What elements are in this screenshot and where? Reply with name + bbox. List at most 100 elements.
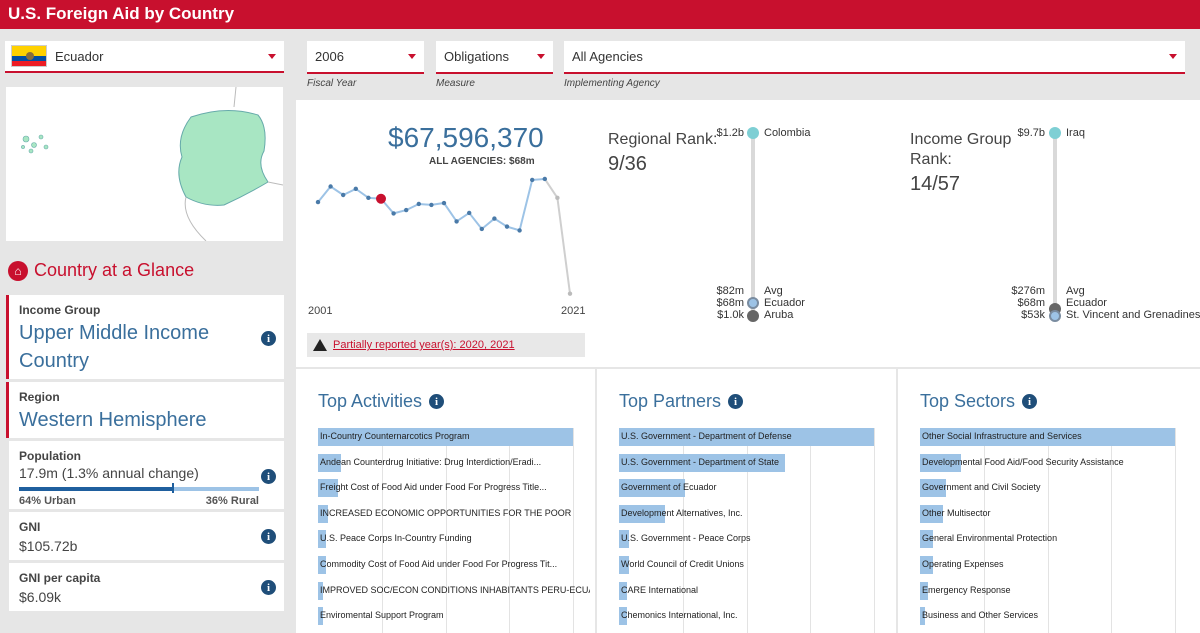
- regional-bottom-amount: $1.0k: [717, 309, 744, 321]
- card-label: Population: [19, 449, 81, 463]
- bar-row[interactable]: Commodity Cost of Food Aid under Food Fo…: [318, 556, 573, 574]
- bar-fill: [318, 453, 341, 472]
- gridline: [573, 428, 574, 633]
- trend-point-2013[interactable]: [467, 210, 472, 216]
- gridline: [810, 428, 812, 633]
- info-icon[interactable]: i: [261, 331, 276, 346]
- regional-bottom-dot[interactable]: [747, 310, 759, 322]
- trend-point-2014[interactable]: [479, 226, 484, 232]
- gni-value: $105.72b: [19, 538, 78, 554]
- trend-point-2004[interactable]: [353, 186, 358, 192]
- income-top-dot[interactable]: [1049, 127, 1061, 139]
- income-top-amount: $9.7b: [1017, 127, 1045, 139]
- bar-row[interactable]: CARE International: [619, 581, 874, 600]
- fiscal-year-select[interactable]: 2006: [307, 41, 424, 74]
- regional-self-dot[interactable]: [747, 297, 759, 309]
- income-avg-amount: $276m: [1011, 285, 1045, 297]
- bar-row[interactable]: General Environmental Protection: [920, 530, 1175, 549]
- bar-row[interactable]: Emergency Response: [920, 581, 1175, 600]
- income-bottom-amount: $53k: [1021, 309, 1045, 321]
- bar-row[interactable]: Development Alternatives, Inc.: [619, 504, 874, 523]
- bar-row[interactable]: U.S. Peace Corps In-Country Funding: [318, 530, 573, 549]
- bar-row[interactable]: Andean Counterdrug Initiative: Drug Inte…: [318, 453, 573, 472]
- trend-point-selected[interactable]: [376, 193, 386, 204]
- trend-point-2012[interactable]: [454, 219, 459, 224]
- bar-row[interactable]: Government of Ecuador: [619, 479, 874, 498]
- trend-point-2011[interactable]: [441, 200, 447, 206]
- panel-title: Top Partners: [619, 391, 722, 411]
- bar-fill: [619, 453, 785, 472]
- bar-row[interactable]: IMPROVED SOC/ECON CONDITIONS INHABITANTS…: [318, 581, 590, 600]
- regional-top-dot[interactable]: [747, 127, 759, 139]
- trend-point-2007[interactable]: [391, 211, 396, 216]
- filter-bar: 2006 Fiscal Year Obligations Measure All…: [296, 29, 1200, 100]
- panel-title: Top Sectors: [920, 391, 1016, 411]
- region-value: Western Hemisphere: [19, 409, 207, 431]
- trend-point-2001[interactable]: [315, 199, 321, 205]
- bar-row[interactable]: In-Country Counternarcotics Program: [318, 428, 573, 446]
- trend-point-2010[interactable]: [429, 202, 434, 208]
- info-icon[interactable]: i: [261, 469, 276, 484]
- info-icon[interactable]: i: [429, 394, 445, 409]
- bar-row[interactable]: Chemonics International, Inc.: [619, 607, 874, 626]
- trend-point-2016[interactable]: [504, 224, 510, 229]
- income-rank-track: [1053, 133, 1057, 315]
- bar-row[interactable]: World Council of Credit Unions: [619, 556, 874, 574]
- partial-years-link[interactable]: Partially reported year(s): 2020, 2021: [333, 339, 515, 351]
- bar-row[interactable]: U.S. Government - Peace Corps: [619, 530, 874, 549]
- info-icon[interactable]: i: [1022, 394, 1038, 409]
- app-title: U.S. Foreign Aid by Country: [0, 0, 1200, 29]
- trend-point-2005[interactable]: [366, 195, 371, 201]
- info-icon[interactable]: i: [261, 529, 276, 544]
- summary-panel: $67,596,370 ALL AGENCIES: $68m 2001 2021…: [296, 100, 1200, 367]
- gridline: [983, 428, 985, 633]
- sidebar: Ecuador ⌂ Country at a Glance Income Gro…: [0, 29, 296, 633]
- bar-row[interactable]: Operating Expenses: [920, 556, 1175, 574]
- trend-point-2008[interactable]: [404, 207, 409, 213]
- trend-point-2019[interactable]: [542, 176, 547, 182]
- info-icon[interactable]: i: [728, 394, 744, 409]
- bar-fill: [318, 607, 324, 626]
- trend-point-2017[interactable]: [517, 228, 522, 233]
- bar-row[interactable]: Enviromental Support Program: [318, 607, 573, 626]
- trend-point-2018[interactable]: [530, 177, 535, 183]
- gridline: [445, 428, 447, 633]
- bar-fill: [318, 479, 339, 498]
- trend-point-2002[interactable]: [328, 184, 333, 189]
- bar-fill: [619, 428, 874, 446]
- urban-label: 64% Urban: [19, 495, 76, 507]
- trend-point-2021[interactable]: [567, 291, 573, 296]
- trend-point-2015[interactable]: [492, 216, 497, 221]
- income-top-name: Iraq: [1066, 127, 1085, 139]
- bar-row[interactable]: U.S. Government - Department of Defense: [619, 428, 874, 446]
- glance-title: Country at a Glance: [34, 260, 195, 280]
- bar-fill: [619, 504, 665, 523]
- bar-row[interactable]: U.S. Government - Department of State: [619, 453, 874, 472]
- bar-row[interactable]: Government and Civil Society: [920, 479, 1175, 498]
- ecuador-flag-icon: [11, 45, 47, 67]
- bar-fill: [318, 581, 324, 600]
- bar-label: General Environmental Protection: [922, 533, 1058, 544]
- bar-row[interactable]: Freight Cost of Food Aid under Food For …: [318, 479, 573, 498]
- income-bottom-name: St. Vincent and Grenadines: [1066, 309, 1200, 321]
- measure-select[interactable]: Obligations: [436, 41, 553, 74]
- agency-select[interactable]: All Agencies: [564, 41, 1185, 74]
- bar-row[interactable]: INCREASED ECONOMIC OPPORTUNITIES FOR THE…: [318, 504, 573, 523]
- trend-point-2009[interactable]: [416, 201, 421, 207]
- bar-fill: [318, 428, 573, 446]
- rural-label: 36% Rural: [205, 495, 259, 507]
- trend-line-chart[interactable]: [308, 170, 598, 300]
- trend-point-2003[interactable]: [341, 192, 346, 198]
- trend-point-2020[interactable]: [555, 195, 560, 201]
- country-map[interactable]: [6, 87, 283, 241]
- income-self-dot[interactable]: [1049, 310, 1061, 322]
- bar-row[interactable]: Business and Other Services: [920, 607, 1175, 626]
- bar-row[interactable]: Other Multisector: [920, 504, 1175, 523]
- chevron-down-icon: [537, 54, 545, 59]
- bar-row[interactable]: Other Social Infrastructure and Services: [920, 428, 1175, 446]
- country-select[interactable]: Ecuador: [5, 41, 284, 73]
- bar-fill: [619, 530, 630, 549]
- bar-row[interactable]: Developmental Food Aid/Food Security Ass…: [920, 453, 1175, 472]
- info-icon[interactable]: i: [261, 580, 276, 595]
- population-card: Population 17.9m (1.3% annual change) 64…: [6, 441, 284, 509]
